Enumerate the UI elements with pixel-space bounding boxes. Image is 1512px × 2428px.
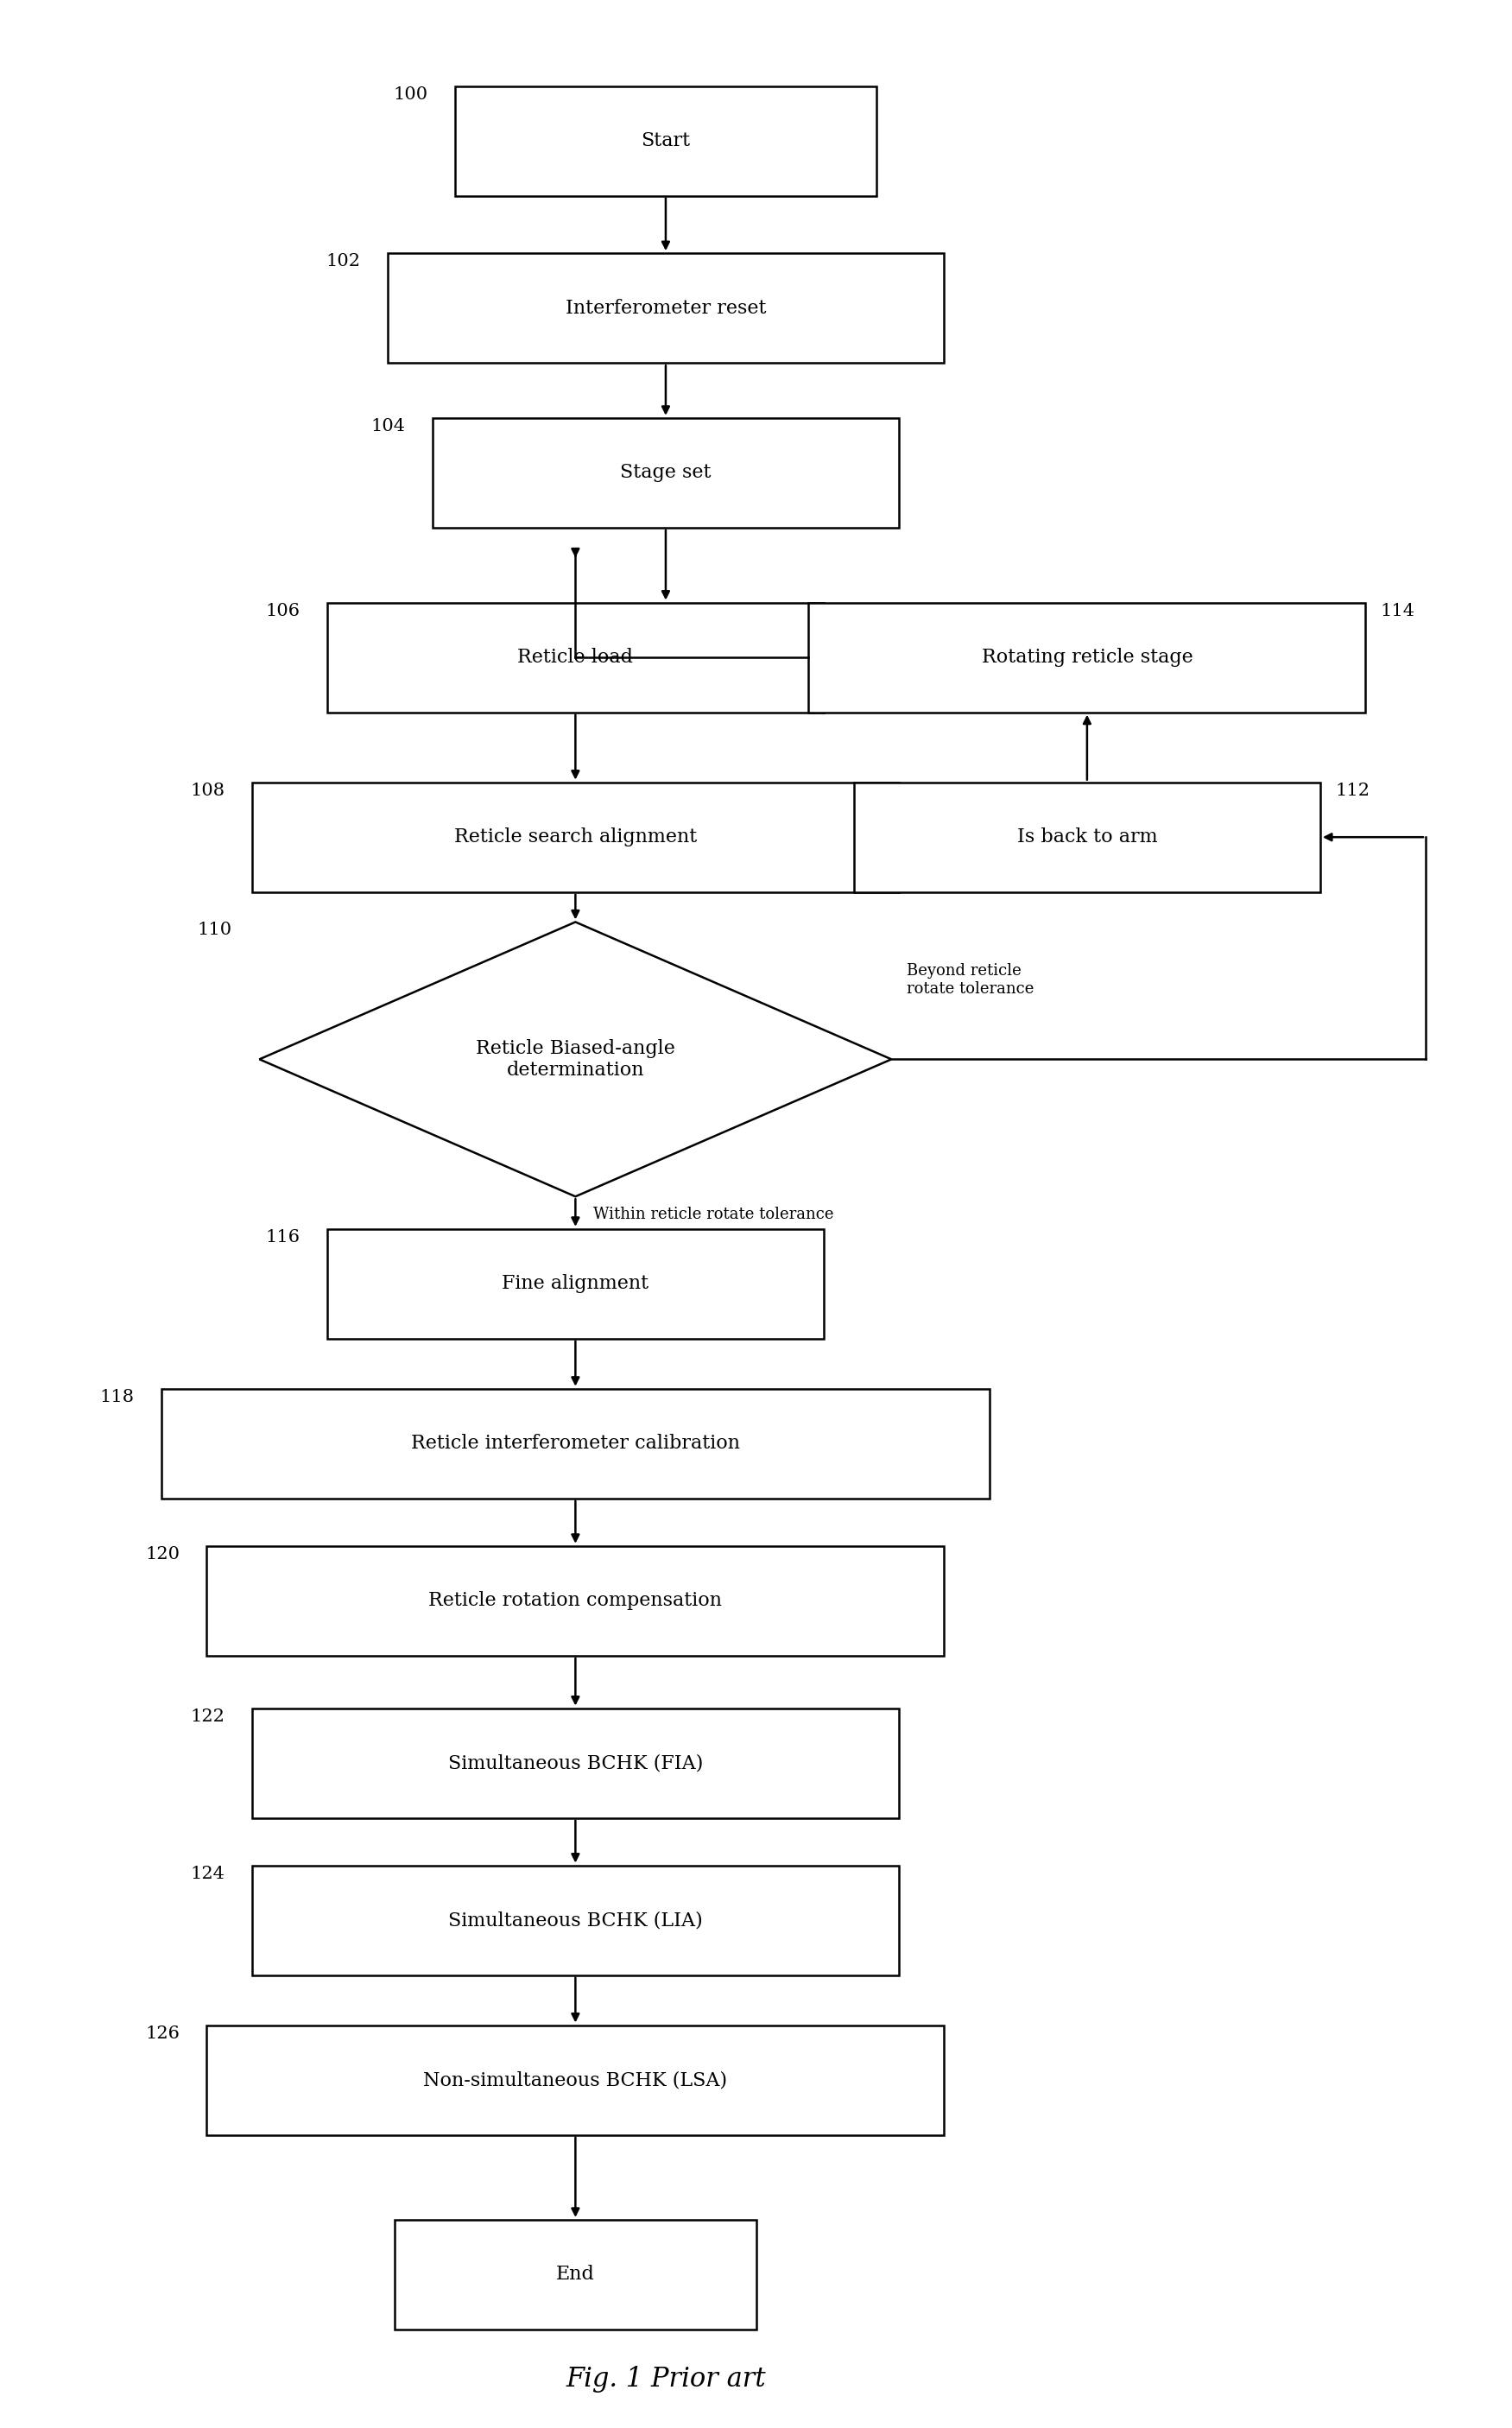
FancyBboxPatch shape xyxy=(432,418,900,527)
FancyBboxPatch shape xyxy=(854,782,1320,891)
Text: 100: 100 xyxy=(393,85,428,102)
Text: Reticle rotation compensation: Reticle rotation compensation xyxy=(428,1590,723,1610)
Text: Reticle interferometer calibration: Reticle interferometer calibration xyxy=(411,1435,739,1452)
FancyBboxPatch shape xyxy=(395,2219,756,2328)
Text: Interferometer reset: Interferometer reset xyxy=(565,299,767,318)
Text: Non-simultaneous BCHK (LSA): Non-simultaneous BCHK (LSA) xyxy=(423,2071,727,2091)
Text: Fig. 1 Prior art: Fig. 1 Prior art xyxy=(565,2367,765,2394)
Text: Rotating reticle stage: Rotating reticle stage xyxy=(981,648,1193,668)
FancyBboxPatch shape xyxy=(327,1229,824,1338)
Text: Stage set: Stage set xyxy=(620,464,711,483)
Text: Reticle load: Reticle load xyxy=(517,648,634,668)
Text: 116: 116 xyxy=(266,1229,299,1246)
Text: Start: Start xyxy=(641,131,691,151)
FancyBboxPatch shape xyxy=(327,602,824,711)
FancyBboxPatch shape xyxy=(253,782,900,891)
Text: 114: 114 xyxy=(1380,602,1415,619)
Polygon shape xyxy=(260,923,892,1197)
Text: Fine alignment: Fine alignment xyxy=(502,1275,649,1294)
FancyBboxPatch shape xyxy=(207,1547,943,1656)
FancyBboxPatch shape xyxy=(253,1865,900,1976)
Text: Beyond reticle
rotate tolerance: Beyond reticle rotate tolerance xyxy=(907,964,1034,998)
FancyBboxPatch shape xyxy=(207,2025,943,2134)
Text: 110: 110 xyxy=(198,923,233,937)
FancyBboxPatch shape xyxy=(162,1389,989,1498)
FancyBboxPatch shape xyxy=(253,1709,900,1819)
Text: 124: 124 xyxy=(191,1865,225,1882)
Text: 106: 106 xyxy=(266,602,299,619)
Text: Is back to arm: Is back to arm xyxy=(1018,828,1157,847)
Text: Simultaneous BCHK (FIA): Simultaneous BCHK (FIA) xyxy=(448,1753,703,1772)
Text: Within reticle rotate tolerance: Within reticle rotate tolerance xyxy=(594,1207,835,1221)
Text: Simultaneous BCHK (LIA): Simultaneous BCHK (LIA) xyxy=(448,1911,703,1930)
Text: 104: 104 xyxy=(370,418,405,435)
FancyBboxPatch shape xyxy=(387,253,943,362)
Text: 112: 112 xyxy=(1335,782,1370,799)
Text: 126: 126 xyxy=(145,2025,180,2042)
Text: Reticle search alignment: Reticle search alignment xyxy=(454,828,697,847)
Text: 102: 102 xyxy=(325,253,360,270)
FancyBboxPatch shape xyxy=(809,602,1365,711)
Text: 122: 122 xyxy=(191,1709,225,1724)
FancyBboxPatch shape xyxy=(455,85,877,197)
Text: 118: 118 xyxy=(100,1389,135,1406)
Text: 120: 120 xyxy=(145,1547,180,1561)
Text: 108: 108 xyxy=(191,782,225,799)
Text: Reticle Biased-angle
determination: Reticle Biased-angle determination xyxy=(476,1039,674,1080)
Text: End: End xyxy=(556,2265,594,2285)
